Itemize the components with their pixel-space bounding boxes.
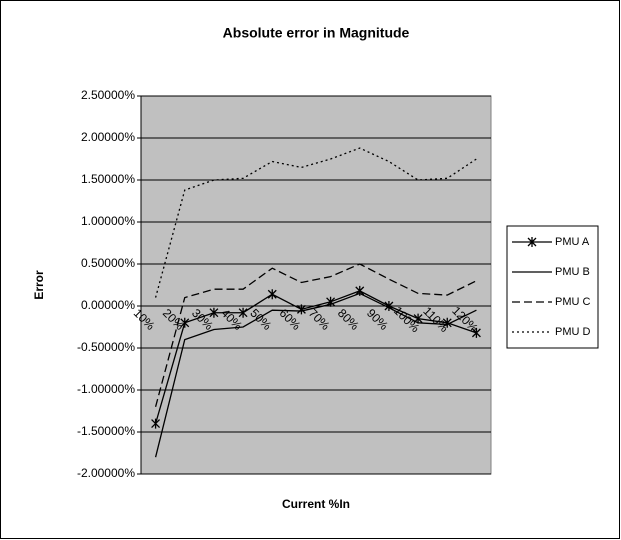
y-tick-label: 0.00000% [81, 298, 135, 312]
y-tick-label: 2.50000% [81, 88, 135, 102]
point-marker [209, 307, 219, 318]
point-marker [238, 307, 248, 318]
y-tick-label: -0.50000% [77, 340, 135, 354]
point-marker [442, 317, 452, 328]
y-tick-label: -1.00000% [77, 382, 135, 396]
chart-title: Absolute error in Magnitude [223, 25, 410, 41]
series-line [154, 290, 477, 424]
series-line [154, 263, 477, 407]
point-marker [267, 289, 277, 300]
legend-label: PMU D [555, 326, 591, 338]
series-line [154, 292, 477, 458]
legend-marker [527, 237, 537, 247]
series-line [154, 147, 477, 298]
point-marker [151, 418, 161, 429]
legend-label: PMU A [555, 236, 590, 248]
y-tick-label: 2.00000% [81, 130, 135, 144]
y-tick-label: -1.50000% [77, 424, 135, 438]
y-tick-label: 1.00000% [81, 214, 135, 228]
y-tick-label: 0.50000% [81, 256, 135, 270]
y-tick-label: 1.50000% [81, 172, 135, 186]
legend-label: PMU B [555, 266, 590, 278]
point-marker [471, 327, 481, 338]
legend-label: PMU C [555, 296, 591, 308]
point-marker [180, 317, 190, 328]
point-marker [355, 285, 365, 296]
point-marker [296, 304, 306, 315]
x-axis-label: Current %In [282, 497, 350, 511]
plot-area [140, 95, 492, 475]
y-tick-label: -2.00000% [77, 466, 135, 480]
y-axis-label: Error [32, 270, 46, 300]
legend-box [506, 225, 599, 349]
